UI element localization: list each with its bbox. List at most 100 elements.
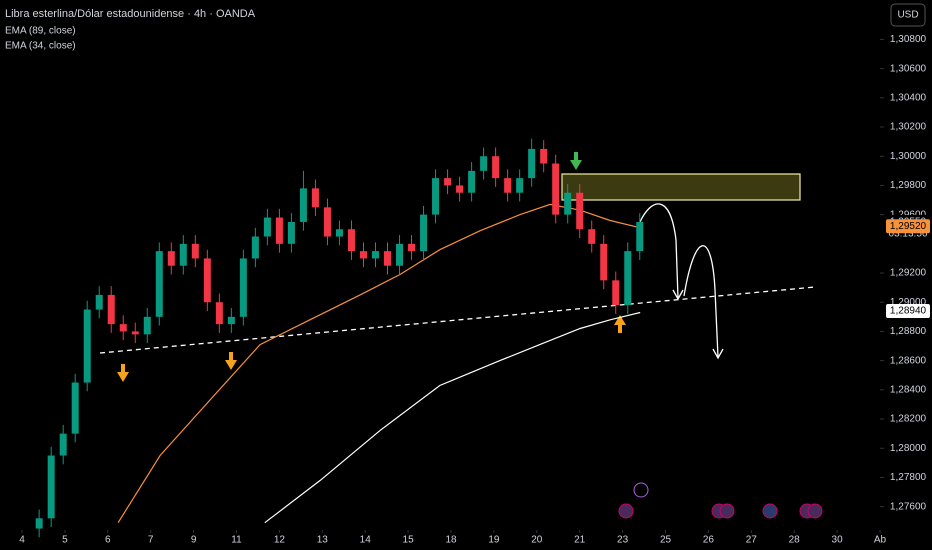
- candle-body: [468, 170, 476, 193]
- y-tick-label: 1,28000: [890, 443, 927, 454]
- candle-body: [323, 207, 331, 237]
- candle-body: [588, 229, 596, 244]
- down-arrow: [570, 152, 582, 170]
- x-tick-label: 19: [488, 535, 500, 546]
- currency-label[interactable]: USD: [897, 10, 918, 21]
- up-arrow: [614, 315, 626, 333]
- up-arrow: [117, 364, 129, 382]
- y-tick-label: 1,28800: [890, 326, 927, 337]
- x-tick-label: 15: [403, 535, 415, 546]
- candle-body: [359, 251, 367, 259]
- candle-body: [47, 455, 55, 519]
- candle-body: [251, 236, 259, 259]
- event-icon: [618, 503, 634, 519]
- candle-body: [83, 309, 91, 383]
- x-tick-label: 27: [746, 535, 758, 546]
- candle-body: [107, 294, 115, 325]
- x-tick-label: 11: [231, 535, 242, 546]
- ema-line: [117, 203, 641, 524]
- x-tick-label: 12: [274, 535, 286, 546]
- x-tick-label: 25: [660, 535, 672, 546]
- trend-line: [99, 286, 816, 354]
- countdown: 03:13:56: [889, 229, 928, 240]
- ema-line: [264, 311, 641, 524]
- candle-body: [95, 294, 103, 310]
- candle-body: [384, 251, 392, 266]
- candle-body: [396, 243, 404, 266]
- x-tick-label: 30: [832, 535, 844, 546]
- candle-body: [227, 316, 235, 325]
- plot: [35, 138, 644, 538]
- y-tick-label: 1,30200: [890, 122, 927, 133]
- y-tick-label: 1,30600: [890, 63, 927, 74]
- candle-body: [528, 148, 536, 179]
- candle-body: [552, 163, 560, 215]
- y-tick-label: 1,29000: [890, 297, 927, 308]
- arrow-head: [672, 289, 684, 301]
- price-tag-label: 1,29520: [890, 221, 927, 232]
- candle-body: [275, 217, 283, 244]
- candle-body: [624, 251, 632, 306]
- path-arrow: [639, 203, 679, 299]
- event-icon: [719, 503, 735, 519]
- currency-button[interactable]: [890, 3, 926, 27]
- candle-body: [372, 251, 380, 259]
- candle-body: [155, 251, 163, 317]
- candle-body: [239, 258, 247, 317]
- chart-title: Libra esterlina/Dólar estadounidense · 4…: [5, 8, 256, 20]
- candle-body: [600, 243, 608, 281]
- y-tick-label: 1,29200: [890, 268, 927, 279]
- event-icon: [762, 503, 778, 519]
- candle-body: [263, 217, 271, 237]
- candle-body: [576, 192, 584, 230]
- candle-body: [191, 243, 199, 259]
- resistance-zone: [561, 173, 801, 201]
- candle-body: [420, 214, 428, 252]
- y-tick-label: 1,30000: [890, 151, 927, 162]
- x-tick-label: 9: [191, 535, 197, 546]
- indicator-label: EMA (89, close): [5, 26, 76, 37]
- candle-body: [480, 156, 488, 171]
- y-tick-label: 1,28200: [890, 414, 927, 425]
- price-tag-label: 1,28940: [890, 306, 927, 317]
- event-icon: [807, 503, 823, 519]
- candle-body: [71, 382, 79, 434]
- drawings: [99, 152, 816, 382]
- candle-body: [167, 251, 175, 266]
- path-arrow: [683, 245, 719, 358]
- price-tag: [886, 219, 930, 234]
- candle-body: [456, 185, 464, 193]
- x-tick-label: 21: [574, 535, 586, 546]
- candle-body: [564, 192, 572, 215]
- y-tick-label: 1,27800: [890, 472, 927, 483]
- x-tick-label: 23: [617, 535, 629, 546]
- candle-body: [516, 178, 524, 193]
- candle-body: [444, 178, 452, 186]
- candle-body: [504, 178, 512, 193]
- candle-body: [119, 324, 127, 332]
- x-tick-label: 20: [531, 535, 543, 546]
- x-tick-label: Ab: [874, 535, 887, 546]
- x-tick-label: 18: [445, 535, 457, 546]
- up-arrow: [225, 352, 237, 370]
- candle-body: [612, 280, 620, 306]
- x-tick-label: 28: [789, 535, 801, 546]
- x-tick-label: 5: [62, 535, 68, 546]
- y-tick-label: 1,30400: [890, 92, 927, 103]
- candle-body: [215, 302, 223, 325]
- y-tick-label: 1,29600: [890, 209, 927, 220]
- candle-body: [335, 229, 343, 237]
- candle-body: [35, 518, 43, 529]
- x-tick-label: 4: [19, 535, 25, 546]
- candle-body: [59, 433, 67, 456]
- y-tick-label: 1,30800: [890, 34, 927, 45]
- y-axis: 1,30800 1,30600 1,30400 1,30200 1,30000 1,298…: [19, 34, 930, 546]
- candle-body: [347, 229, 355, 252]
- y-tick-label: 1,29800: [890, 180, 927, 191]
- candle-body: [143, 316, 151, 335]
- candle-body: [636, 221, 644, 252]
- y-tick-label: 1,27600: [890, 501, 927, 512]
- y-tick-label: 1,28600: [890, 355, 927, 366]
